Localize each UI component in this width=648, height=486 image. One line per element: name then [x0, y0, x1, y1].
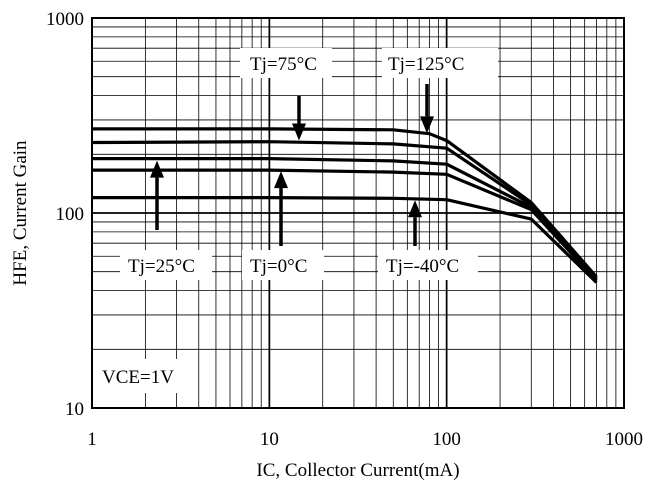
x-tick-label: 1000 — [605, 429, 643, 450]
condition-label: VCE=1V — [102, 367, 174, 388]
annotation-label-tj125: Tj=125°C — [388, 54, 464, 75]
annotation-label-tj25: Tj=25°C — [128, 256, 195, 277]
annotation-label-tj75: Tj=75°C — [250, 54, 317, 75]
annotation-label-background — [382, 48, 498, 78]
x-tick-label: 100 — [432, 429, 461, 450]
plot-frame — [91, 17, 625, 409]
label-backgrounds — [120, 48, 498, 280]
y-tick-label: 10 — [65, 399, 84, 420]
x-tick-label: 1 — [87, 429, 97, 450]
annotation-arrows — [150, 84, 434, 246]
annotation-arrow-head — [274, 171, 288, 189]
annotation-label-background — [242, 250, 324, 280]
annotation-label-background — [240, 48, 332, 78]
y-tick-label: 100 — [56, 204, 85, 225]
annotation-label-background — [120, 250, 212, 280]
y-axis-label: HFE, Current Gain — [10, 140, 31, 286]
annotation-arrow-head — [420, 116, 434, 134]
annotation-label-tj-40: Tj=-40°C — [386, 256, 459, 277]
series-line — [92, 196, 598, 284]
annotation-arrow-head — [408, 200, 422, 218]
annotation-arrow-head — [150, 160, 164, 178]
series-layer — [91, 127, 598, 284]
series-line — [92, 127, 598, 278]
annotation-arrow-head — [292, 123, 306, 141]
y-tick-label: 1000 — [46, 9, 84, 30]
annotation-label-background — [378, 250, 478, 280]
annotation-label-tj0: Tj=0°C — [250, 256, 307, 277]
x-axis-label: IC, Collector Current(mA) — [256, 460, 459, 481]
condition-label-background — [97, 359, 189, 393]
series-line — [92, 168, 598, 282]
x-tick-label: 10 — [260, 429, 279, 450]
